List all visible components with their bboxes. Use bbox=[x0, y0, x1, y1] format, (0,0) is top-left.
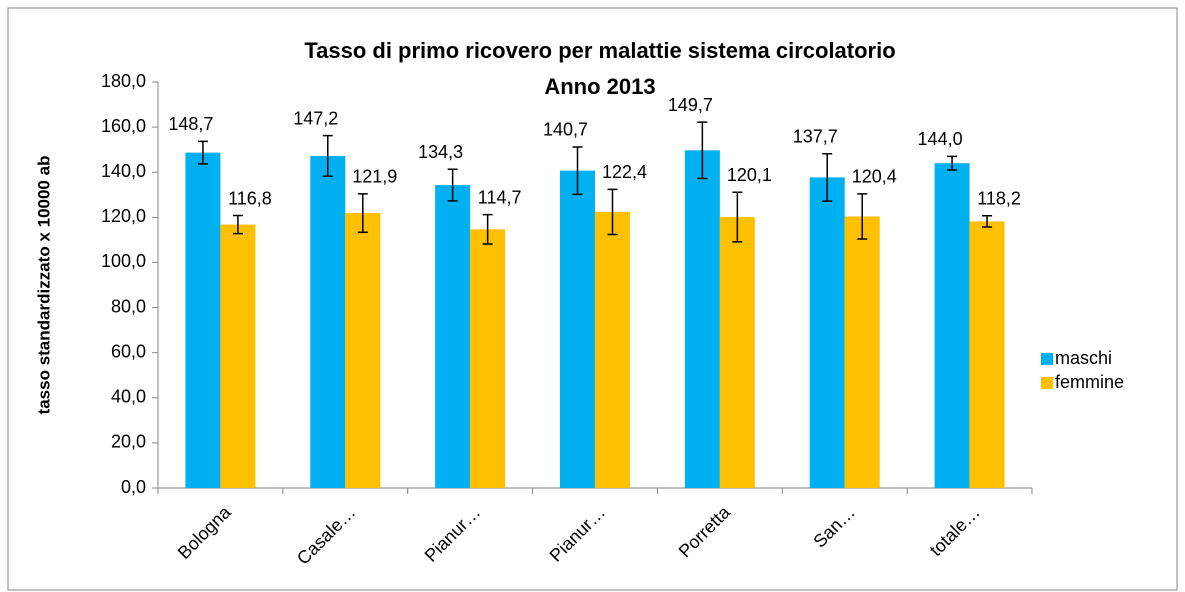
error-bar bbox=[232, 214, 243, 235]
bar bbox=[435, 185, 471, 488]
y-tick-label: 80,0 bbox=[111, 296, 146, 316]
data-label: 120,1 bbox=[727, 165, 772, 185]
bar bbox=[934, 163, 970, 488]
error-bar bbox=[982, 215, 993, 228]
error-bar bbox=[357, 193, 368, 233]
error-bar bbox=[607, 188, 618, 236]
bar bbox=[719, 217, 755, 488]
bar bbox=[470, 229, 506, 488]
y-tick-label: 0,0 bbox=[121, 477, 146, 497]
bar bbox=[345, 213, 381, 488]
error-bar bbox=[447, 168, 458, 202]
error-bar bbox=[322, 134, 333, 178]
y-tick-label: 120,0 bbox=[101, 206, 146, 226]
data-label: 120,4 bbox=[852, 167, 897, 187]
bar bbox=[809, 177, 845, 488]
y-tick-label: 140,0 bbox=[101, 161, 146, 181]
chart-subtitle: Anno 2013 bbox=[544, 74, 655, 99]
bar bbox=[969, 221, 1005, 489]
data-label: 148,7 bbox=[168, 114, 213, 134]
bar bbox=[595, 211, 630, 489]
error-bar bbox=[482, 213, 493, 245]
data-label: 149,7 bbox=[668, 95, 713, 115]
chart-title: Tasso di primo ricovero per malattie sis… bbox=[304, 38, 895, 63]
data-label: 121,9 bbox=[352, 167, 397, 187]
y-tick-label: 40,0 bbox=[111, 387, 146, 407]
bar bbox=[310, 155, 346, 488]
legend-swatch bbox=[1041, 353, 1053, 365]
data-label: 122,4 bbox=[602, 162, 647, 182]
bar bbox=[684, 150, 720, 489]
error-bar bbox=[822, 152, 833, 202]
data-label: 114,7 bbox=[478, 187, 522, 207]
bar bbox=[844, 216, 880, 489]
error-bar bbox=[857, 193, 868, 240]
data-label: 116,8 bbox=[228, 188, 272, 208]
legend-swatch bbox=[1041, 377, 1053, 389]
error-bar bbox=[947, 155, 958, 171]
legend-label: femmine bbox=[1055, 372, 1124, 392]
data-label: 140,7 bbox=[543, 120, 588, 140]
y-tick-label: 160,0 bbox=[101, 116, 146, 136]
error-bar bbox=[572, 146, 583, 196]
error-bar bbox=[197, 140, 208, 165]
y-tick-label: 180,0 bbox=[101, 71, 146, 91]
y-tick-label: 60,0 bbox=[111, 341, 146, 361]
y-tick-label: 20,0 bbox=[111, 432, 146, 452]
data-label: 118,2 bbox=[977, 189, 1021, 209]
legend-label: maschi bbox=[1055, 348, 1112, 368]
data-label: 144,0 bbox=[918, 129, 963, 149]
bar bbox=[560, 170, 595, 489]
y-tick-label: 100,0 bbox=[101, 251, 146, 271]
bar bbox=[185, 152, 221, 489]
data-label: 137,7 bbox=[793, 126, 838, 146]
data-label: 147,2 bbox=[293, 108, 338, 128]
y-axis-label: tasso standardizzato x 10000 ab bbox=[34, 156, 53, 415]
bar bbox=[220, 224, 256, 488]
error-bar bbox=[732, 191, 743, 243]
error-bar bbox=[697, 121, 708, 180]
data-label: 134,3 bbox=[418, 142, 463, 162]
